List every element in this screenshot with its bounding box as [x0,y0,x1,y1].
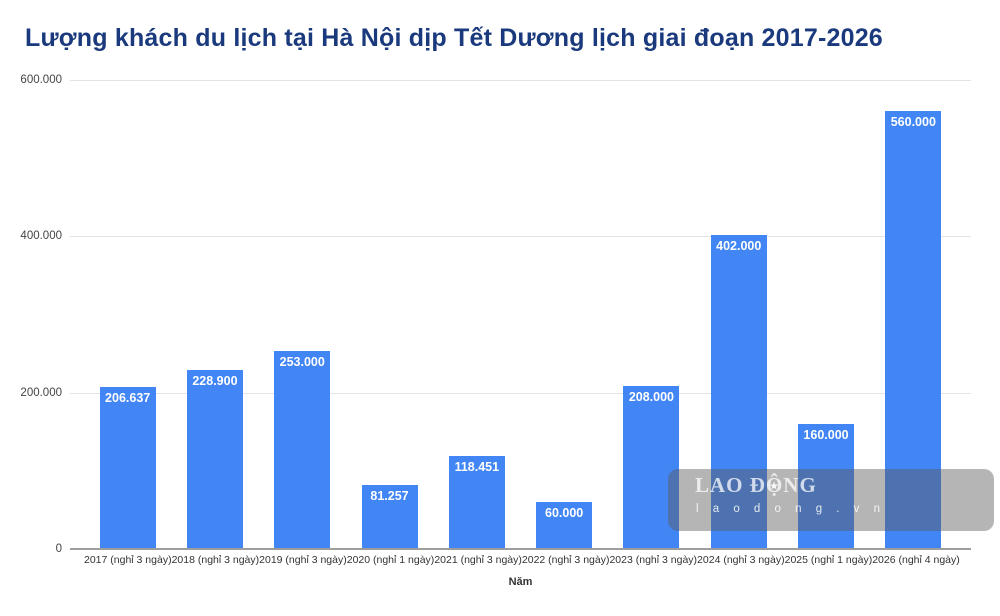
bar-group-2022: 60.000 [520,80,607,549]
bar-group-2025: 160.000 [782,80,869,549]
y-axis: 600.000 400.000 200.000 0 [0,74,62,555]
bar-value-label: 160.000 [803,427,849,442]
bar-2023[interactable]: 208.000 [623,386,680,549]
bar-group-2018: 228.900 [171,80,258,549]
x-category-label: 2022 (nghỉ 3 ngày) [521,554,610,566]
laodong-logo: LAO ĐỘ ★ NG [695,475,817,496]
x-category-label: 2025 (nghỉ 1 ngày) [784,554,873,566]
y-tick-label: 200.000 [20,386,62,399]
x-category-label: 2021 (nghỉ 3 ngày) [434,554,522,566]
gridline-200000 [70,392,971,394]
bar-value-label: 81.257 [370,489,409,504]
x-category-label: 2024 (nghỉ 3 ngày) [697,554,785,566]
laodong-watermark: LAO ĐỘ ★ NG l a o d o n g . v n [668,469,994,531]
bar-value-label: 208.000 [628,390,675,405]
x-category-label: 2019 (nghỉ 3 ngày) [259,554,347,566]
logo-o-with-star: Ộ ★ [766,475,783,496]
x-category-label: 2020 (nghỉ 1 ngày) [346,554,435,566]
bar-group-2020: 81.257 [346,80,433,549]
x-axis-labels: 2017 (nghỉ 3 ngày) 2018 (nghỉ 3 ngày) 20… [84,554,960,566]
bar-2022[interactable]: 60.000 [536,502,593,549]
x-category-label: 2026 (nghỉ 4 ngày) [872,554,960,566]
bar-group-2021: 118.451 [433,80,520,549]
star-icon: ★ [769,479,781,493]
bar-2019[interactable]: 253.000 [274,351,331,549]
bar-2024[interactable]: 402.000 [710,234,767,549]
bar-value-label: 118.451 [454,460,500,475]
bar-value-label: 560.000 [890,115,936,130]
x-axis-line [70,548,971,550]
gridline-600000 [70,80,971,81]
logo-o: Ộ [765,473,784,497]
logo-text-left: LAO Đ [695,473,766,497]
y-tick-label: 0 [55,543,62,555]
plot-area: 206.637 228.900 253.000 81.257 1 [70,80,971,550]
bar-group-2023: 208.000 [608,80,695,549]
x-category-label: 2023 (nghỉ 3 ngày) [609,554,698,566]
bar-2021[interactable]: 118.451 [448,456,505,549]
x-category-label: 2018 (nghỉ 3 ngày) [171,554,260,566]
bar-value-label: 253.000 [279,355,325,370]
logo-text-right: NG [783,473,817,497]
bar-group-2017: 206.637 [84,80,171,549]
bar-2025[interactable]: 160.000 [798,423,855,549]
bar-value-label: 228.900 [192,374,238,389]
bar-value-label: 60.000 [545,506,584,521]
bar-group-2019: 253.000 [259,80,346,549]
bar-2017[interactable]: 206.637 [99,387,156,549]
y-tick-label: 400.000 [20,230,62,243]
bars-band: 206.637 228.900 253.000 81.257 1 [84,80,957,549]
bar-2020[interactable]: 81.257 [361,485,418,549]
x-category-label: 2017 (nghỉ 3 ngày) [84,554,172,566]
bar-2018[interactable]: 228.900 [186,370,243,549]
bar-value-label: 206.637 [105,391,151,406]
bar-value-label: 402.000 [716,238,762,253]
x-axis-title: Năm [508,576,533,588]
laodong-url: l a o d o n g . v n [696,503,886,515]
y-tick-label: 600.000 [20,74,62,86]
bar-2026[interactable]: 560.000 [885,111,942,549]
bar-group-2026: 560.000 [870,80,957,549]
bar-group-2024: 402.000 [695,80,782,549]
gridline-400000 [70,236,971,238]
chart-title: Lượng khách du lịch tại Hà Nội dịp Tết D… [25,24,883,52]
